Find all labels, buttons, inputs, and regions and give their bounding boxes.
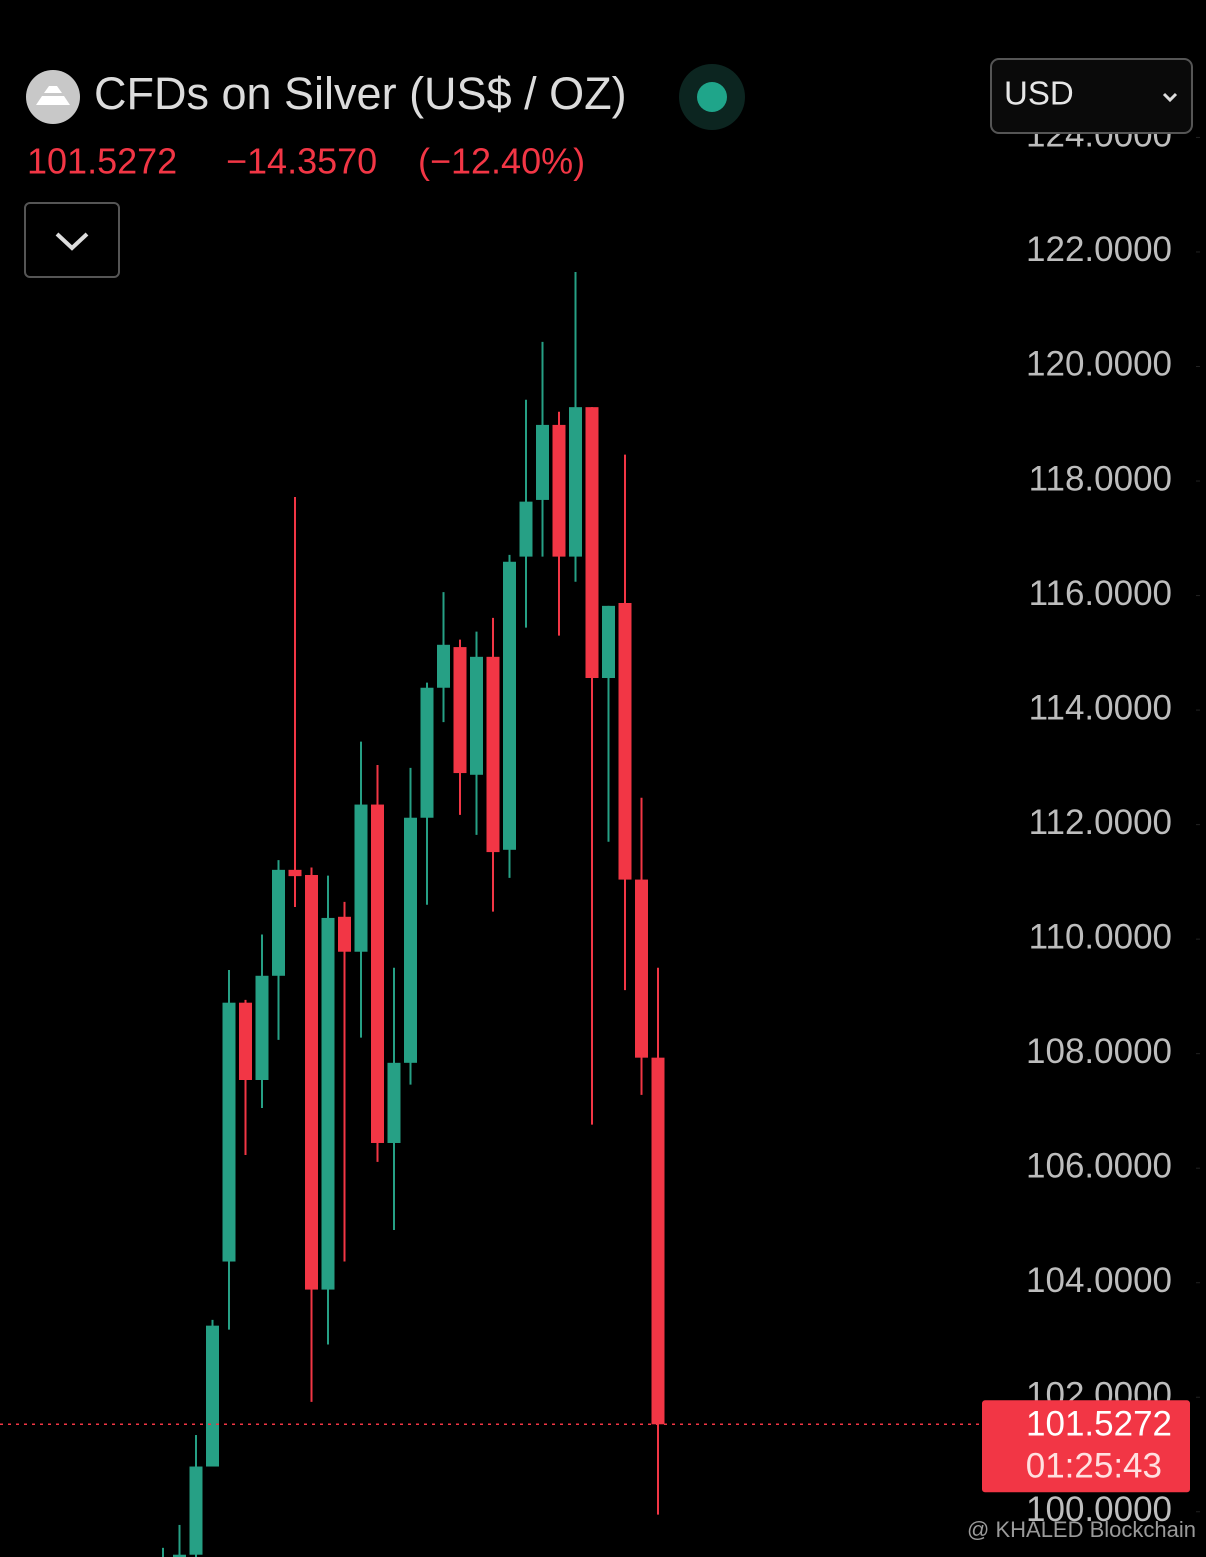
change: −14.3570 (226, 141, 377, 182)
currency: USD (1004, 75, 1074, 112)
candle-body (651, 1057, 665, 1425)
price-tag-value: 101.5272 (1026, 1405, 1172, 1444)
candle-body (239, 1002, 252, 1080)
candle-body (338, 916, 351, 952)
candle-body (552, 424, 566, 557)
candle-body (321, 917, 335, 1290)
y-tick-label: 108.0000 (1026, 1032, 1172, 1071)
y-tick-label: 114.0000 (1029, 688, 1172, 727)
candle-body (206, 1325, 219, 1467)
candle-body (272, 869, 285, 976)
candle-body (387, 1062, 401, 1143)
candle-body (305, 874, 318, 1290)
collapse-button[interactable] (24, 202, 120, 278)
candle-body (486, 656, 500, 853)
status-dot (697, 82, 727, 112)
watermark: @ KHALED Blockchain (967, 1517, 1196, 1542)
candle-body (585, 407, 599, 679)
price-tag (982, 1400, 1190, 1493)
candle-body (404, 817, 417, 1063)
currency-select[interactable] (990, 58, 1193, 134)
y-tick-label: 122.0000 (1026, 230, 1172, 269)
y-tick-label: 100.0000 (1026, 1490, 1172, 1529)
candle-body (602, 605, 615, 679)
candle-body (173, 1554, 186, 1557)
candle-body (536, 424, 549, 500)
y-tick-label: 116.0000 (1029, 574, 1172, 613)
candle-body (635, 879, 648, 1058)
last-price: 101.5272 (27, 141, 177, 182)
overlay: CFDs on Silver (US$ / OZ) 101.5272 −14.3… (24, 58, 1193, 278)
candle-body (354, 804, 368, 952)
candle-body (519, 501, 533, 557)
chart-title: CFDs on Silver (US$ / OZ) (94, 68, 627, 119)
countdown: 01:25:43 (1026, 1447, 1162, 1486)
candle-body (222, 1002, 236, 1262)
y-tick-label: 104.0000 (1026, 1261, 1172, 1300)
y-tick-label: 120.0000 (1026, 345, 1172, 384)
candle-body (371, 804, 384, 1143)
y-tick-label: 118.0000 (1029, 459, 1172, 498)
candle-body (288, 869, 302, 877)
candle-body (569, 407, 582, 557)
symbol-icon-bars (36, 86, 70, 105)
y-tick-label: 106.0000 (1026, 1146, 1172, 1185)
candle-body (189, 1466, 203, 1555)
candle-body (470, 656, 483, 775)
plot-area (162, 272, 665, 1557)
y-tick-label: 112.0000 (1029, 803, 1172, 842)
change-pct: (−12.40%) (418, 141, 585, 182)
candle-body (503, 561, 516, 850)
chevron (55, 232, 89, 251)
select-arrow (1162, 92, 1178, 103)
candle-body (420, 687, 434, 818)
y-axis: 100.0000102.0000104.0000106.0000108.0000… (1026, 116, 1200, 1529)
candle-body (453, 647, 467, 774)
candle-body (437, 644, 450, 688)
candle-body (618, 602, 632, 880)
y-tick-label: 110.0000 (1029, 917, 1172, 956)
candle-body (255, 975, 269, 1080)
